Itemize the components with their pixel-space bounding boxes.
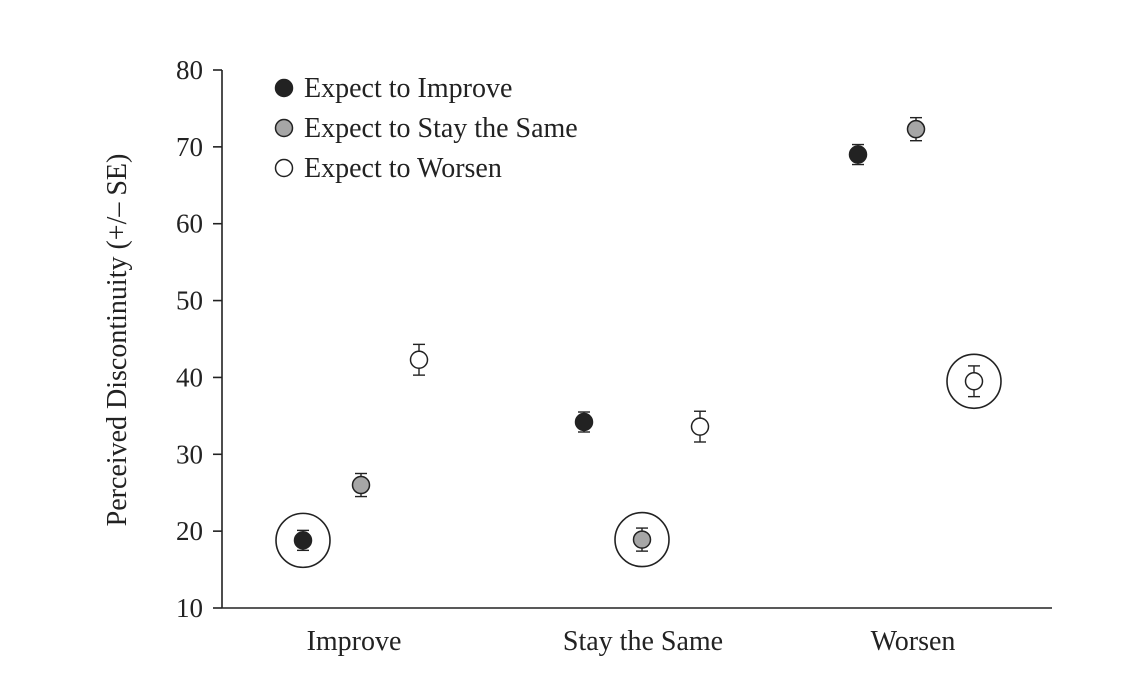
data-point: [293, 531, 313, 550]
data-point: [632, 530, 652, 549]
highlight-ring: [275, 512, 331, 569]
legend-label: Expect to Stay the Same: [304, 113, 578, 144]
legend: Expect to Improve Expect to Stay the Same…: [274, 73, 578, 184]
data-point: [964, 372, 984, 391]
data-point: [409, 350, 429, 370]
x-category-label: Worsen: [871, 626, 956, 657]
x-category-label: Improve: [307, 626, 402, 657]
legend-marker: [274, 78, 294, 98]
data-point: [848, 145, 868, 164]
y-tick-label: 70: [176, 132, 203, 162]
legend-label: Expect to Improve: [304, 73, 512, 104]
highlight-ring: [946, 353, 1002, 410]
data-point: [574, 412, 594, 432]
legend-marker: [274, 158, 294, 178]
y-tick-label: 30: [176, 439, 203, 469]
highlight-ring: [614, 511, 670, 568]
y-tick-label: 80: [176, 55, 203, 85]
data-marks: [275, 116, 1002, 569]
y-tick-label: 10: [176, 593, 203, 623]
y-tick-label: 40: [176, 362, 203, 392]
y-tick-label: 60: [176, 209, 203, 239]
y-axis-label: Perceived Discontinuity (+/– SE): [102, 154, 133, 527]
data-point: [906, 119, 926, 139]
axes: 10 20 30 40 50 60 70 80 Improve Stay the Same Wors…: [176, 55, 1052, 657]
data-point: [690, 417, 710, 436]
legend-marker: [274, 118, 294, 138]
y-tick-label: 20: [176, 516, 203, 546]
y-tick-label: 50: [176, 286, 203, 316]
data-point: [351, 475, 371, 495]
legend-label: Expect to Worsen: [304, 153, 502, 184]
x-category-label: Stay the Same: [563, 626, 723, 657]
